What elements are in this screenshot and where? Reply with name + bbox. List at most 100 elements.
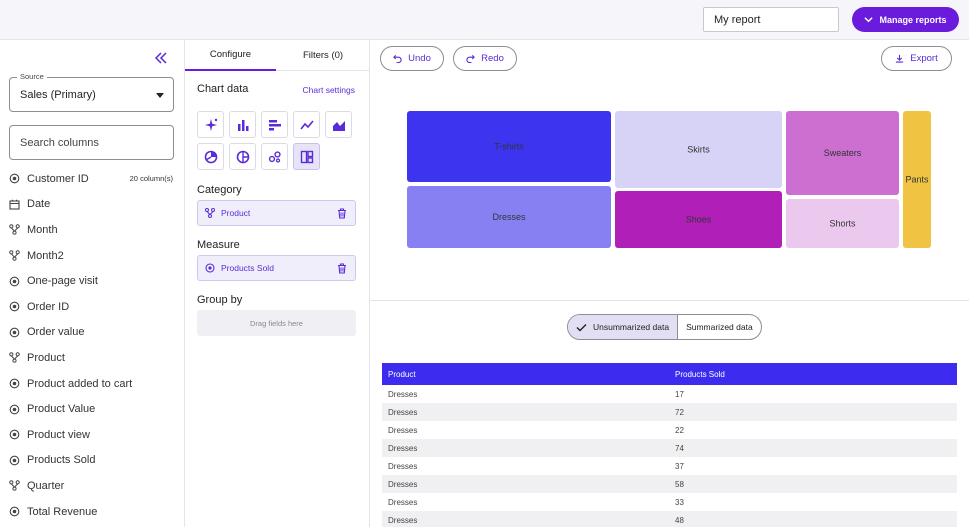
treemap-tile[interactable]: [407, 111, 611, 182]
circle-dot-icon: [9, 173, 20, 184]
column-list-item-label: Product: [27, 351, 65, 364]
source-select[interactable]: Source Sales (Primary): [9, 72, 174, 112]
table-row[interactable]: Dresses 22: [382, 421, 957, 439]
treemap-tile[interactable]: [786, 111, 899, 195]
column-list-item[interactable]: Products Sold: [9, 448, 179, 474]
column-list-item[interactable]: Product added to cart: [9, 371, 179, 397]
trash-icon[interactable]: [337, 208, 347, 219]
column-list-item[interactable]: Product: [9, 345, 179, 371]
circle-dot-icon: [9, 455, 20, 466]
main-panel: Undo Redo Export T-shirts Dresses Skirts Sh…: [370, 40, 969, 527]
data-table: Product Products Sold Dresses 17 Dresses 72…: [382, 363, 957, 527]
manage-reports-button[interactable]: Manage reports: [852, 7, 959, 32]
measure-title: Measure: [197, 239, 240, 251]
donut-chart-icon[interactable]: [229, 143, 256, 170]
chart-settings-link[interactable]: Chart settings: [302, 85, 355, 95]
product-cell: Dresses: [388, 389, 418, 399]
circle-dot-icon: [9, 404, 20, 415]
dropdown-caret-icon: [156, 93, 164, 98]
treemap-tile-label: Sweaters: [824, 148, 862, 158]
hierarchy-icon: [9, 480, 20, 492]
column-list-item[interactable]: Order ID: [9, 294, 179, 320]
chart-type-grid: [197, 111, 352, 170]
tab-filters[interactable]: Filters (0): [277, 40, 369, 71]
group-by-drop-zone[interactable]: Drag fields here: [197, 310, 356, 336]
hierarchy-icon: [205, 208, 215, 218]
collapse-sidebar-icon[interactable]: [154, 52, 168, 64]
tab-configure-label: Configure: [209, 49, 252, 60]
column-header-product[interactable]: Product: [382, 363, 669, 385]
table-row[interactable]: Dresses 58: [382, 475, 957, 493]
columns-sidebar: Source Sales (Primary) 20 column(s) Cust…: [0, 40, 185, 527]
source-value: Sales (Primary): [20, 89, 96, 101]
table-row[interactable]: Dresses 72: [382, 403, 957, 421]
treemap-tile-label: Skirts: [687, 145, 710, 155]
undo-button[interactable]: Undo: [380, 46, 444, 71]
treemap-tile[interactable]: [903, 111, 931, 248]
column-list-item[interactable]: Product Value: [9, 396, 179, 422]
column-list-item[interactable]: Order value: [9, 320, 179, 346]
column-list-item[interactable]: One-page visit: [9, 268, 179, 294]
circle-dot-icon: [9, 276, 20, 287]
drop-zone-hint: Drag fields here: [250, 318, 303, 328]
treemap-tile[interactable]: [407, 186, 611, 248]
trash-icon[interactable]: [337, 263, 347, 274]
column-list-item[interactable]: Month: [9, 217, 179, 243]
treemap-tile-label: Shorts: [829, 219, 856, 229]
top-bar: Manage reports: [0, 0, 969, 40]
treemap-tile[interactable]: [786, 199, 899, 248]
circle-dot-icon: [9, 506, 20, 517]
export-label: Export: [910, 53, 938, 64]
column-header-products-sold[interactable]: Products Sold: [669, 363, 957, 385]
column-list-item-label: Product added to cart: [27, 377, 133, 390]
category-title: Category: [197, 184, 242, 196]
search-columns-input[interactable]: [10, 126, 173, 159]
bar-chart-icon[interactable]: [229, 111, 256, 138]
column-list-item-label: One-page visit: [27, 275, 98, 288]
report-name-input[interactable]: [703, 7, 839, 32]
unsummarized-data-option[interactable]: Unsummarized data: [568, 315, 679, 339]
category-field-chip[interactable]: Product: [197, 200, 356, 226]
column-list-item[interactable]: Month2: [9, 243, 179, 269]
column-list-item[interactable]: Quarter: [9, 473, 179, 499]
summarized-data-option[interactable]: Summarized data: [678, 315, 761, 339]
config-panel: Configure Filters (0) Chart data Chart s…: [185, 40, 370, 527]
table-row[interactable]: Dresses 37: [382, 457, 957, 475]
column-list-item-label: Customer ID: [27, 172, 89, 185]
table-row[interactable]: Dresses 33: [382, 493, 957, 511]
horizontal-bar-icon[interactable]: [261, 111, 288, 138]
table-row[interactable]: Dresses 74: [382, 439, 957, 457]
treemap-tile[interactable]: [615, 191, 782, 248]
column-list-item[interactable]: Customer ID: [9, 166, 179, 192]
column-list-item[interactable]: Product view: [9, 422, 179, 448]
treemap-icon[interactable]: [293, 143, 320, 170]
export-button[interactable]: Export: [881, 46, 952, 71]
treemap-tile-label: Pants: [905, 175, 929, 185]
hierarchy-icon: [9, 352, 20, 364]
search-columns-field[interactable]: [9, 125, 174, 160]
data-view-toggle[interactable]: Unsummarized data Summarized data: [567, 314, 762, 340]
column-list-item-label: Month2: [27, 249, 64, 262]
products-sold-cell: 58: [669, 475, 957, 493]
line-chart-icon[interactable]: [293, 111, 320, 138]
measure-field-chip[interactable]: Products Sold: [197, 255, 356, 281]
product-cell: Dresses: [388, 461, 418, 471]
area-chart-icon[interactable]: [325, 111, 352, 138]
circle-dot-icon: [9, 378, 20, 389]
table-row[interactable]: Dresses 48: [382, 511, 957, 527]
column-list-item-label: Date: [27, 198, 51, 211]
tab-configure[interactable]: Configure: [185, 40, 276, 71]
section-divider: [370, 300, 969, 301]
products-sold-cell: 33: [675, 497, 684, 507]
measure-field-label: Products Sold: [221, 263, 274, 273]
pie-chart-icon[interactable]: [197, 143, 224, 170]
table-row[interactable]: Dresses 17: [382, 385, 957, 403]
column-list-item[interactable]: Total Revenue: [9, 499, 179, 525]
sparkle-icon[interactable]: [197, 111, 224, 138]
treemap-chart: T-shirts Dresses Skirts Shoes Sweaters Shorts…: [407, 111, 931, 248]
column-list-item[interactable]: Date: [9, 192, 179, 218]
treemap-tile-label: Dresses: [492, 212, 526, 222]
scatter-icon[interactable]: [261, 143, 288, 170]
treemap-tile[interactable]: [615, 111, 782, 188]
redo-button[interactable]: Redo: [453, 46, 517, 71]
